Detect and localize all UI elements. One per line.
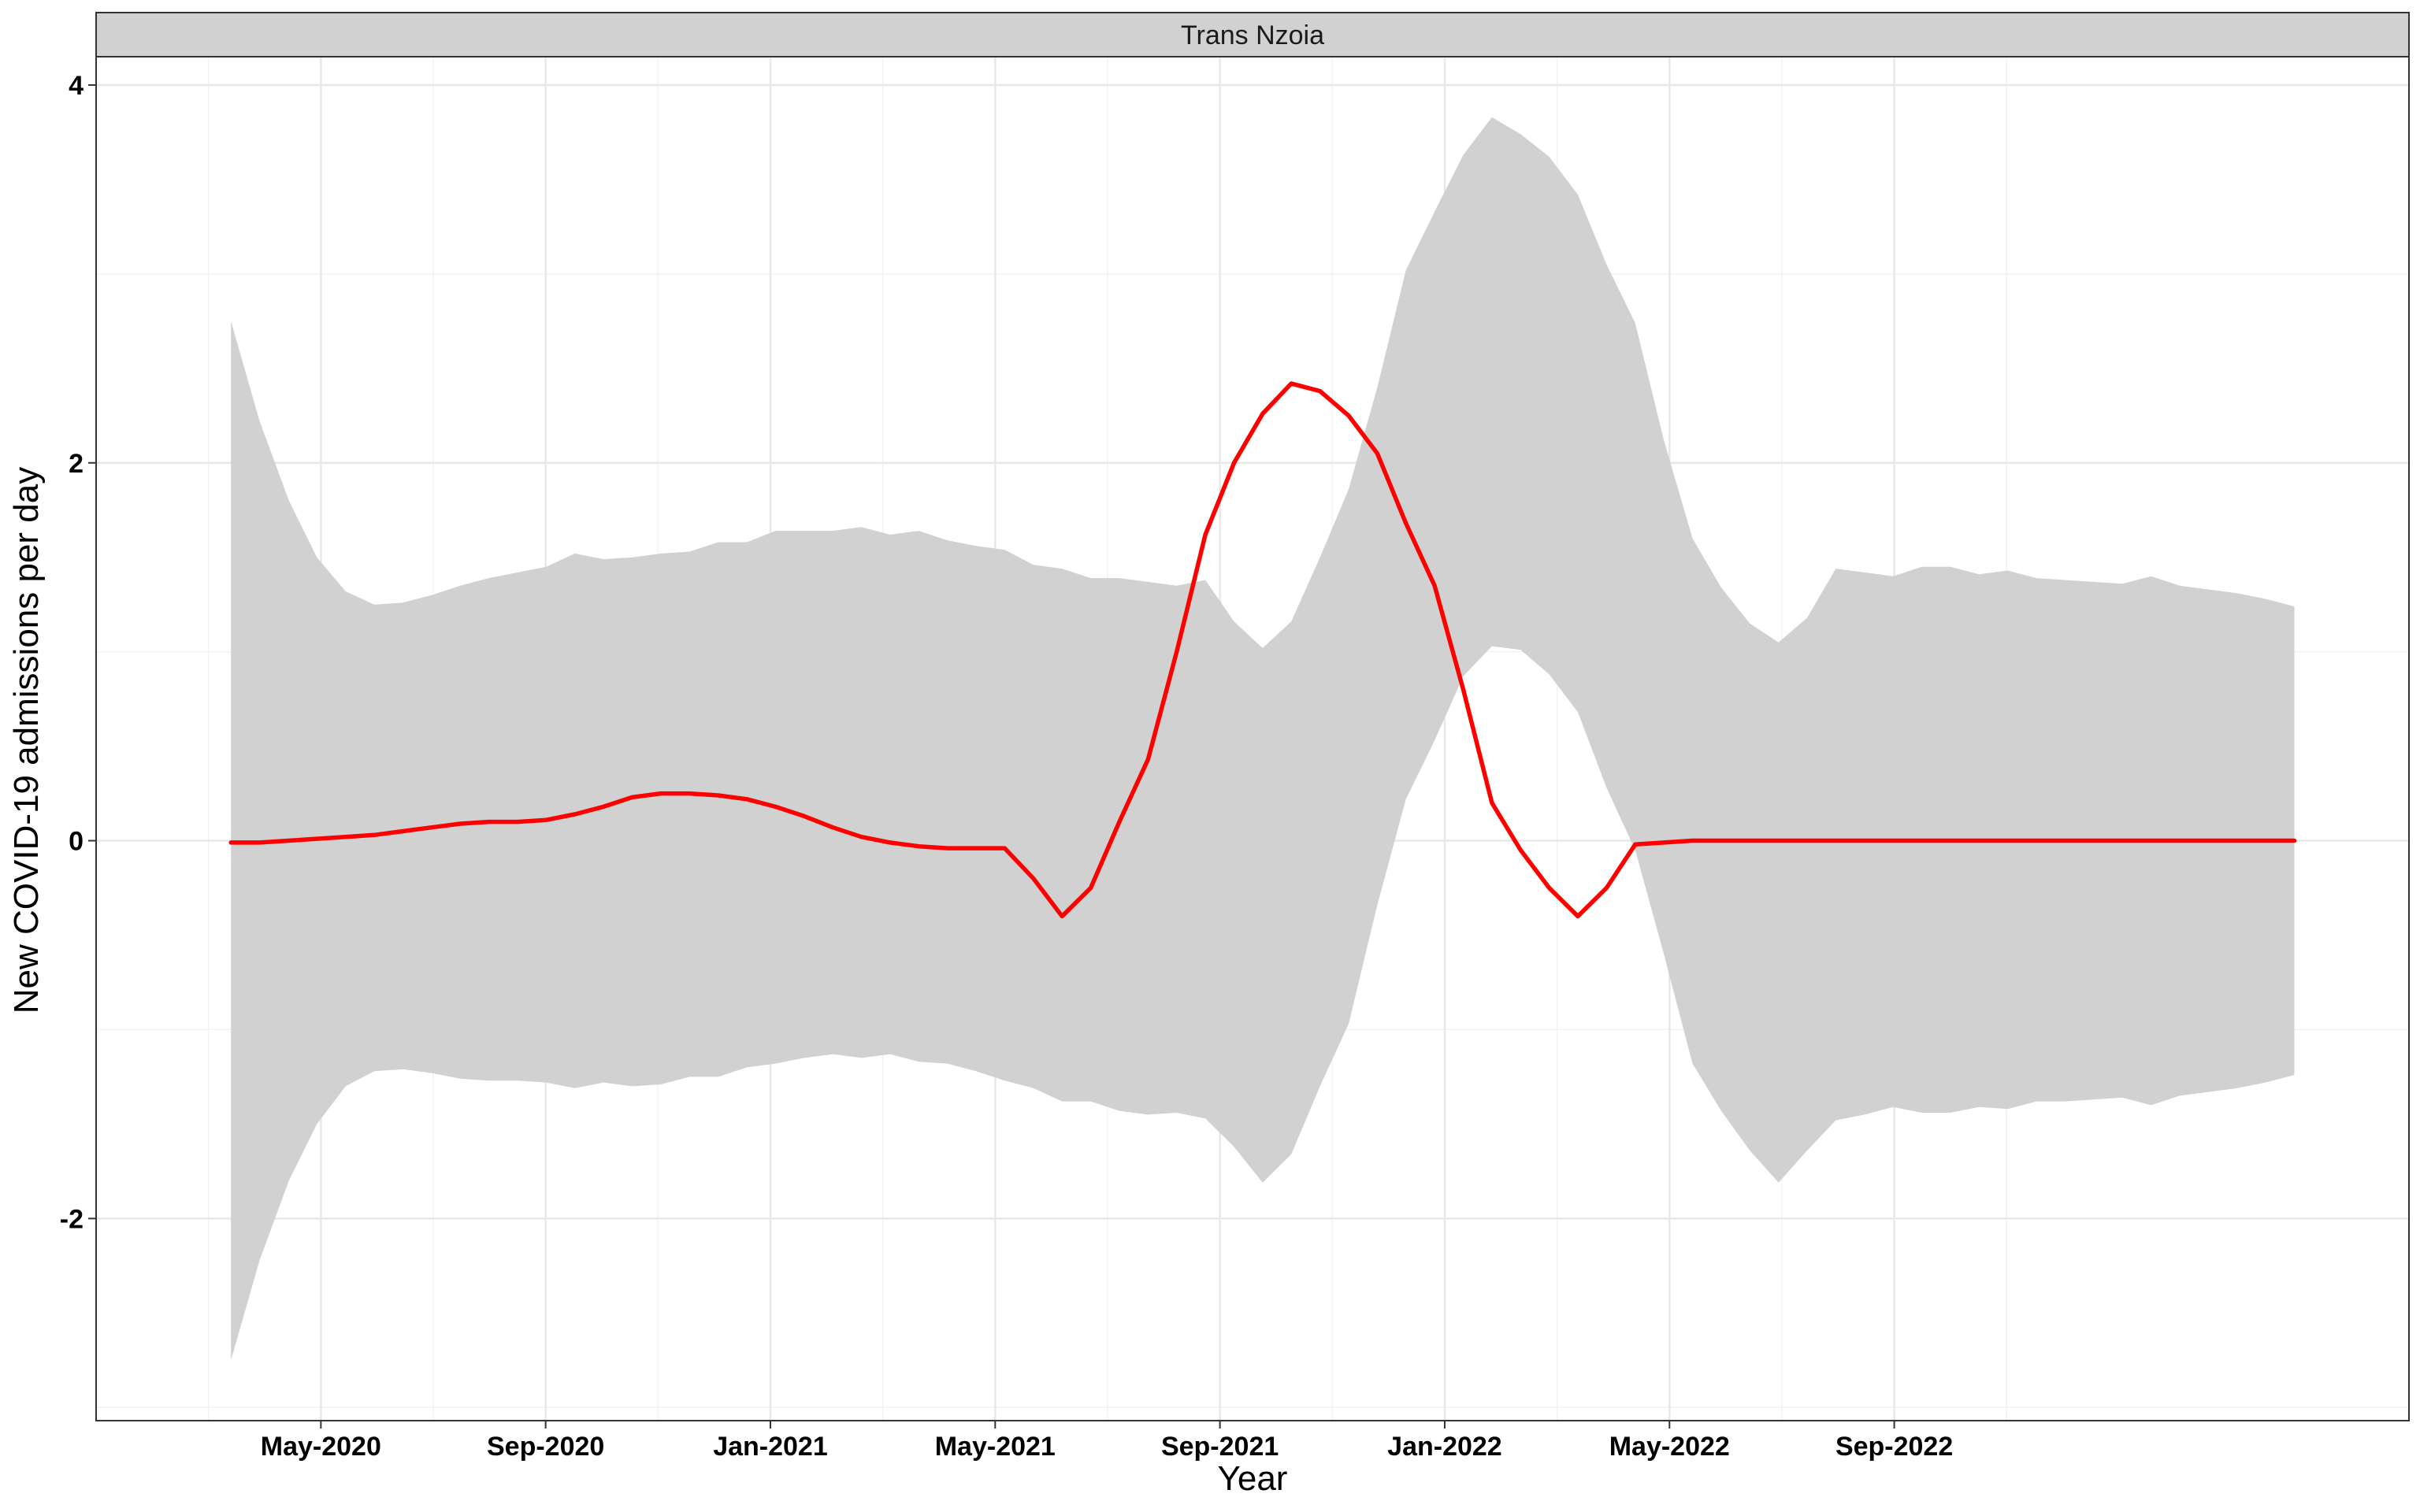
x-tick-label: Sep-2022: [1835, 1432, 1953, 1462]
y-tick-label: 0: [69, 827, 84, 857]
x-tick-label: May-2020: [261, 1432, 381, 1462]
x-axis-title: Year: [1218, 1459, 1288, 1498]
y-axis-title: New COVID-19 admissions per day: [7, 467, 46, 1014]
x-tick-label: Jan-2022: [1387, 1432, 1502, 1462]
confidence-ribbon: [231, 117, 2295, 1361]
x-tick-label: Jan-2021: [713, 1432, 828, 1462]
x-tick-label: Sep-2020: [487, 1432, 604, 1462]
ribbon-layer: [231, 117, 2295, 1361]
series-line: [228, 381, 2297, 919]
x-tick-label: May-2022: [1609, 1432, 1730, 1462]
y-tick-label: -2: [60, 1204, 84, 1234]
x-axis: May-2020 Sep-2020 Jan-2021 May-2021 Sep-2021…: [261, 1421, 1953, 1462]
facet-strip: [95, 12, 2410, 57]
plot-border: [95, 56, 2410, 1421]
x-tick-label: Sep-2021: [1161, 1432, 1279, 1462]
line-layer: [228, 381, 2297, 919]
y-tick-label: 2: [69, 449, 84, 479]
y-tick-label: 4: [69, 71, 84, 101]
x-tick-label: May-2021: [935, 1432, 1056, 1462]
y-axis: -2 0 2 4: [60, 71, 96, 1234]
facet-label: Trans Nzoia: [1181, 20, 1324, 50]
